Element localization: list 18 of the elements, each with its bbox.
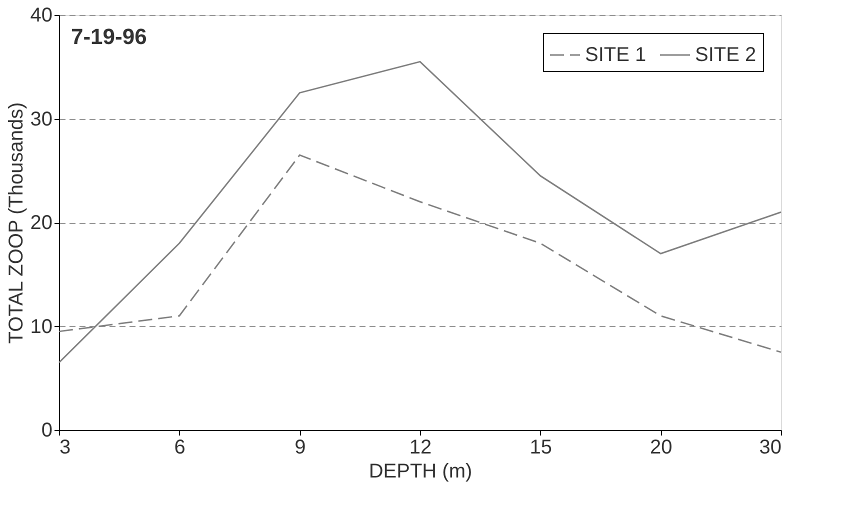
x-tick-label: 3: [60, 436, 71, 458]
x-tick-label: 12: [409, 436, 432, 458]
y-tick-label: 40: [30, 4, 52, 26]
line-series: [58, 60, 782, 364]
y-axis-title: TOTAL ZOOP (Thousands): [5, 102, 28, 344]
x-tick-label: 6: [174, 436, 186, 458]
y-tick-label: 20: [30, 212, 52, 234]
y-tick-label: 10: [30, 316, 52, 338]
x-tick-label: 9: [294, 436, 306, 458]
y-tick-label: 30: [30, 108, 52, 130]
x-axis-title: DEPTH (m): [368, 460, 472, 482]
x-tick-label: 20: [650, 436, 672, 458]
x-tick-label: 30: [759, 436, 782, 458]
y-tick-label: 0: [41, 420, 52, 442]
legend-label: SITE 1: [585, 44, 646, 66]
annotation: 7-19-96: [71, 24, 147, 49]
legend-label: SITE 2: [695, 44, 756, 66]
x-tick-label: 15: [530, 436, 552, 458]
